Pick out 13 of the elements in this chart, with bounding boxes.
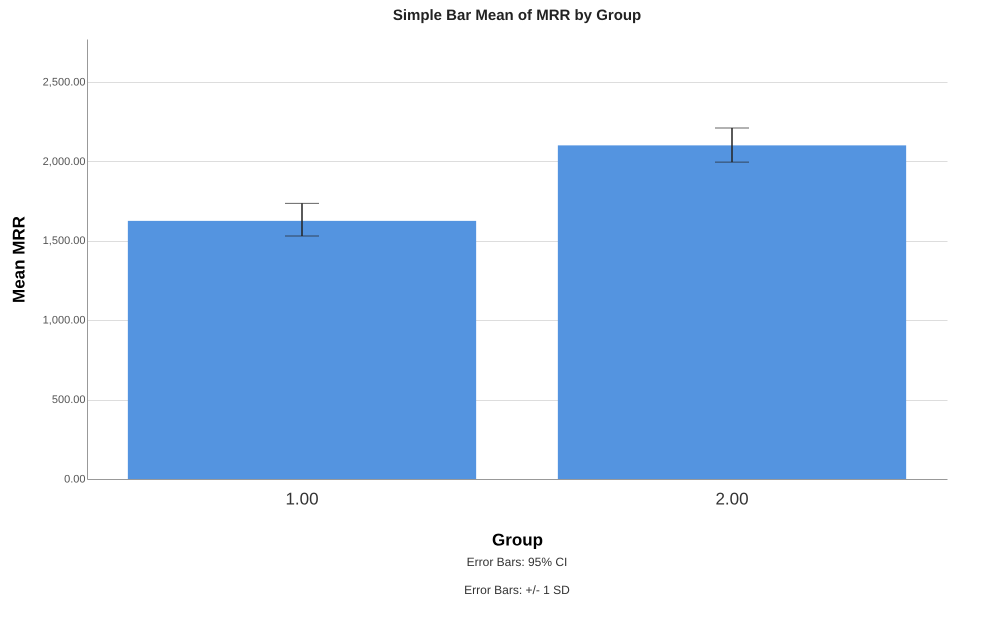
y-axis-title: Mean MRR bbox=[10, 216, 29, 303]
y-tick-label: 0.00 bbox=[64, 474, 86, 486]
text: Error Bars: 95% CI bbox=[466, 555, 568, 569]
chart-title: Simple Bar Mean of MRR by Group bbox=[392, 7, 642, 24]
y-tick-label: 1,500.00 bbox=[42, 235, 86, 248]
y-tick-label: 500.00 bbox=[52, 394, 86, 406]
y-tick-label: 2,000.00 bbox=[42, 156, 86, 168]
y-tick-label: 2,500.00 bbox=[42, 76, 86, 88]
x-tick-label: 2.00 bbox=[715, 490, 749, 508]
x-tick-label: 1.00 bbox=[285, 490, 319, 508]
text: Error Bars: +/- 1 SD bbox=[464, 583, 570, 597]
y-tick-label: 1,000.00 bbox=[42, 314, 86, 327]
x-axis-title: Group bbox=[492, 530, 543, 550]
